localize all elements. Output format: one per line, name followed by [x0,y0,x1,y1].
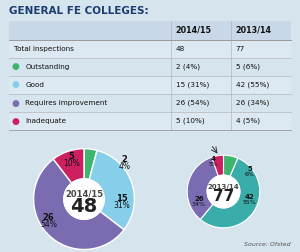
Text: 2013/14: 2013/14 [208,184,239,190]
Text: 5: 5 [68,152,74,161]
Wedge shape [89,150,134,230]
Circle shape [207,175,240,208]
Text: 5%: 5% [208,162,218,167]
Text: 26 (34%): 26 (34%) [236,100,269,106]
Text: 54%: 54% [40,220,57,229]
Text: 55%: 55% [243,200,256,205]
Text: Total inspections: Total inspections [14,46,74,52]
Circle shape [64,179,104,219]
Wedge shape [34,159,124,249]
Text: 42 (55%): 42 (55%) [236,82,269,88]
Text: ●: ● [12,117,20,126]
Text: 6%: 6% [245,172,255,177]
Text: 26: 26 [194,196,204,202]
Text: 10%: 10% [63,159,80,168]
Text: ●: ● [12,80,20,89]
Wedge shape [53,149,84,183]
Text: 4: 4 [211,156,216,162]
Text: 5 (6%): 5 (6%) [236,64,260,70]
Text: Source: Ofsted: Source: Ofsted [244,242,291,247]
Text: 31%: 31% [113,201,130,210]
Text: Inadequate: Inadequate [26,118,67,124]
Text: 2 (4%): 2 (4%) [176,64,200,70]
Text: 5 (10%): 5 (10%) [176,118,204,124]
Text: 2: 2 [122,155,127,164]
Wedge shape [224,155,238,177]
Text: 34%: 34% [192,202,206,207]
Text: Good: Good [26,82,44,88]
Wedge shape [200,158,260,228]
Text: 42: 42 [245,194,254,200]
Wedge shape [212,155,224,176]
Text: Outstanding: Outstanding [26,64,70,70]
Text: 48: 48 [176,46,185,52]
Text: 15: 15 [116,194,128,203]
Text: Requires improvement: Requires improvement [26,100,108,106]
Text: 4 (5%): 4 (5%) [236,118,260,124]
Text: GENERAL FE COLLEGES:: GENERAL FE COLLEGES: [9,6,148,16]
Text: 2014/15: 2014/15 [65,189,103,198]
Text: 4%: 4% [118,162,130,171]
Text: 15 (31%): 15 (31%) [176,82,209,88]
Wedge shape [187,157,218,219]
Text: 77: 77 [236,46,245,52]
Text: 2013/14: 2013/14 [236,26,272,35]
Text: 77: 77 [213,189,234,204]
Text: ●: ● [12,99,20,108]
Text: ●: ● [12,62,20,71]
Wedge shape [84,149,97,180]
Text: 48: 48 [70,197,98,216]
Text: 5: 5 [247,166,252,172]
Text: 26: 26 [43,213,55,222]
Text: 2014/15: 2014/15 [176,26,212,35]
Text: 26 (54%): 26 (54%) [176,100,209,106]
